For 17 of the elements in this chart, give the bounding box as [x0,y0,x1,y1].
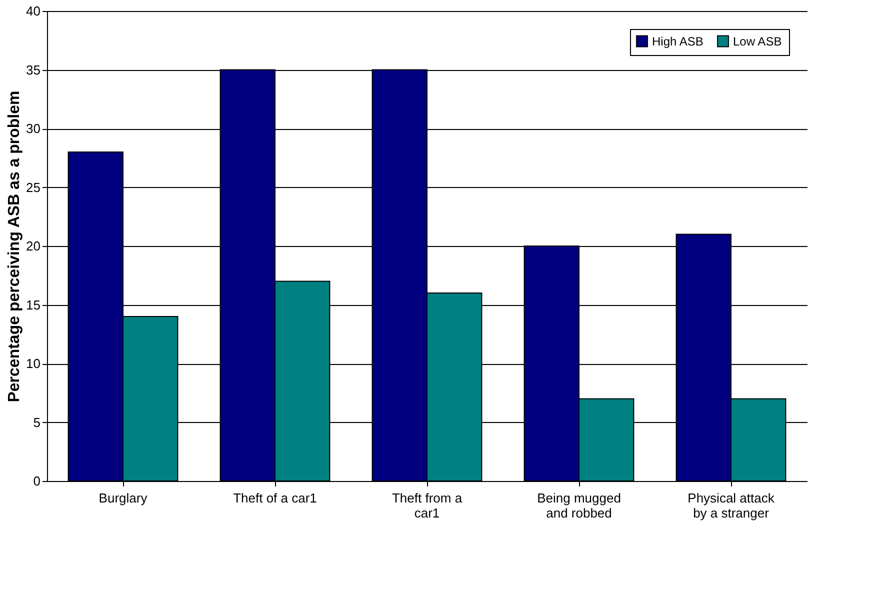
x-tick-label: Burglary [98,490,148,506]
y-tick-label: 15 [26,297,40,312]
legend-label: Low ASB [733,34,782,48]
x-tick-label: Theft of a car1 [233,490,317,506]
y-tick-label: 5 [33,414,40,430]
x-tick-label: Theft from a car1 [392,490,463,520]
x-tick-label: Physical attack by a stranger [688,490,775,520]
y-tick-label: 25 [26,180,40,195]
y-tick-label: 40 [26,4,40,18]
y-tick-label: 30 [26,121,40,136]
legend-label: High ASB [652,34,704,48]
y-tick-label: 10 [26,356,40,371]
y-axis-title: Percentage perceiving ASB as a problem [6,90,24,402]
y-tick-label: 20 [26,238,40,254]
x-tick-label: Being mugged and robbed [537,490,621,520]
y-tick-label: 35 [26,62,40,78]
y-tick-label: 0 [33,474,40,488]
